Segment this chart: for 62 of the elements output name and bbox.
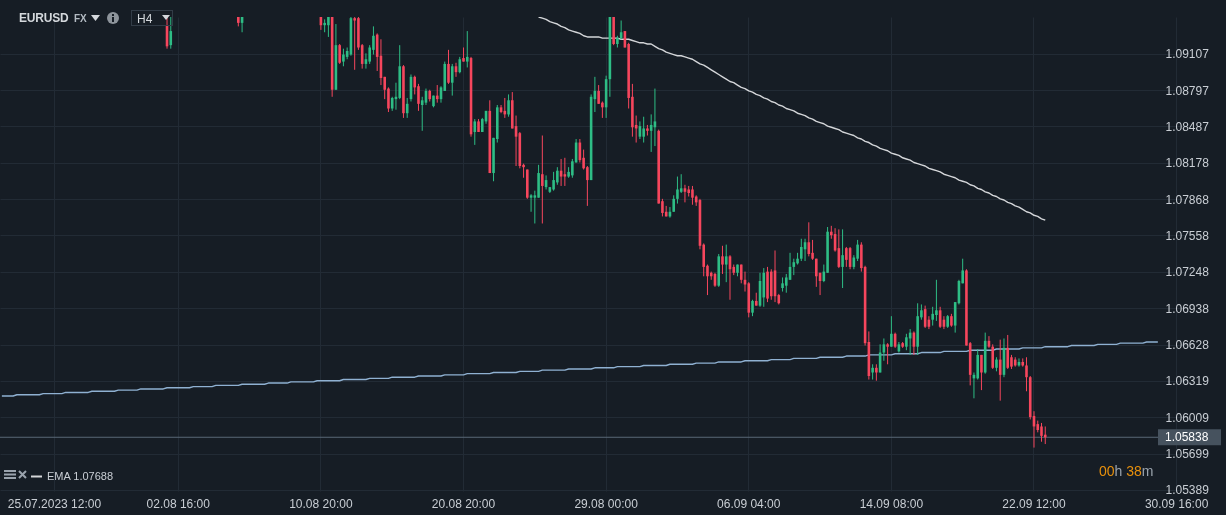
y-tick-label: 1.07868 [1165, 192, 1210, 207]
candlestick [815, 258, 818, 288]
y-tick-label: 1.05389 [1165, 483, 1210, 498]
chart-subtitle: FX [74, 13, 87, 24]
candlestick [931, 306, 934, 327]
annotation: 00h 38m [1099, 463, 1154, 479]
x-tick-label: 29.08 00:00 [574, 496, 639, 511]
candlestick [721, 245, 724, 275]
y-tick-label: 1.07248 [1165, 265, 1210, 280]
candlestick [841, 228, 844, 289]
y-tick-label: 1.05699 [1165, 447, 1210, 462]
candlestick [353, 17, 356, 71]
y-tick-label: 1.06938 [1165, 301, 1210, 316]
candlestick [541, 135, 544, 224]
chart-title: EURUSD [19, 11, 69, 25]
x-tick-label: 02.08 16:00 [146, 496, 211, 511]
candlestick [563, 157, 567, 187]
candlestick [642, 116, 645, 144]
x-tick-label: 22.09 12:00 [1002, 496, 1067, 511]
candlestick [338, 43, 341, 65]
candlestick [691, 185, 694, 206]
candlestick [998, 339, 1002, 402]
candlestick [169, 17, 173, 50]
candlestick [676, 176, 679, 205]
x-tick-label: 25.07.2023 12:00 [7, 496, 102, 511]
candlestick [800, 238, 803, 262]
y-tick-label: 1.07558 [1165, 228, 1210, 243]
candlestick [473, 118, 477, 146]
candlestick [327, 17, 330, 38]
line-series [537, 17, 1046, 221]
annotation: H4 [131, 10, 173, 26]
legend-label: EMA 1.07688 [47, 469, 114, 482]
x-tick-label: 30.09 16:00 [1144, 496, 1209, 511]
candlestick [1040, 422, 1043, 443]
x-tick-label: 20.08 20:00 [431, 496, 496, 511]
y-tick-label: 1.08797 [1165, 83, 1210, 98]
y-tick-label: 1.06319 [1165, 374, 1210, 389]
y-tick-label: 1.06628 [1165, 338, 1210, 353]
candlestick [845, 246, 848, 268]
candlestick [811, 239, 814, 261]
candlestick [724, 244, 728, 283]
candlestick [890, 315, 893, 348]
line-series [1, 341, 1159, 397]
x-tick-label: 06.09 04:00 [717, 496, 781, 511]
candlestick [450, 63, 454, 97]
candlestick [1025, 356, 1028, 392]
candlestick [529, 193, 533, 213]
ref-line-label: 1.05838 [1165, 430, 1209, 445]
candlestick [447, 49, 450, 85]
candlestick [597, 84, 600, 105]
x-tick-label: 14.09 08:00 [859, 496, 924, 511]
y-tick-label: 1.09107 [1165, 47, 1210, 62]
candlestick [980, 354, 983, 391]
x-tick-label: 10.08 20:00 [289, 496, 353, 511]
candlestick [507, 93, 510, 118]
y-tick-label: 1.06009 [1165, 410, 1210, 425]
candlestick [935, 279, 938, 322]
candlestick [552, 171, 555, 192]
candlestick [886, 342, 889, 365]
candlestick [405, 97, 409, 119]
y-tick-label: 1.08178 [1165, 156, 1210, 171]
y-tick-label: 1.08487 [1165, 119, 1210, 134]
